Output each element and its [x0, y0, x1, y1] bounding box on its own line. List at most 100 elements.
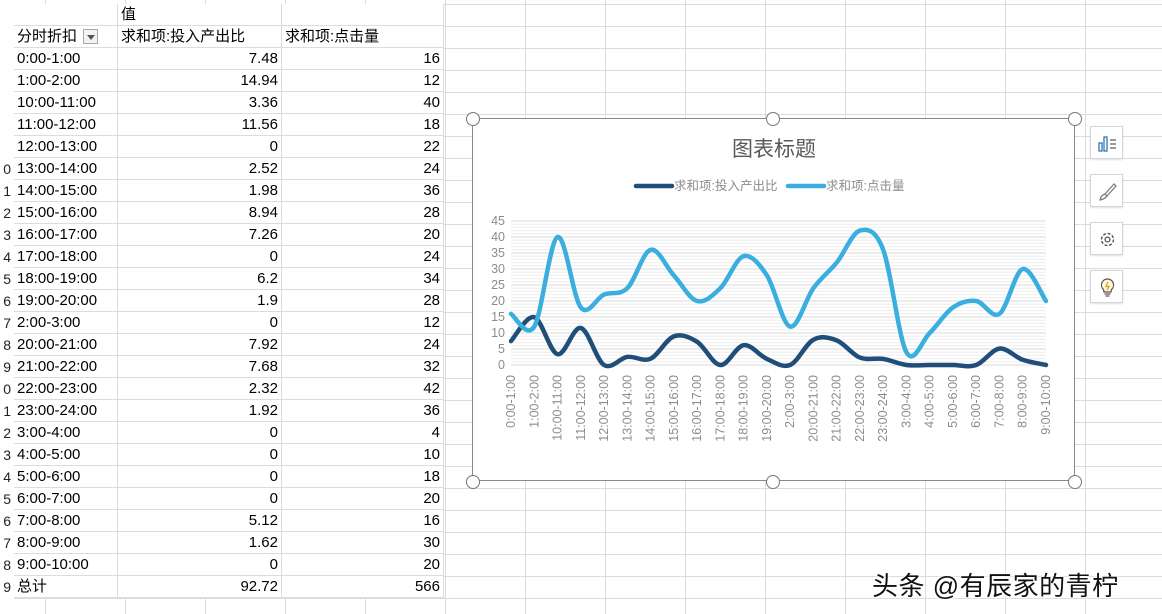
row-label[interactable]: 4:00-5:00 — [14, 443, 118, 466]
row-number[interactable]: 7 — [3, 535, 11, 551]
data-point[interactable] — [1044, 363, 1049, 368]
roi-value[interactable]: 2.52 — [117, 157, 282, 180]
row-label[interactable]: 16:00-17:00 — [14, 223, 118, 246]
clicks-value[interactable]: 10 — [281, 443, 444, 466]
row-label[interactable]: 8:00-9:00 — [14, 531, 118, 554]
data-point[interactable] — [904, 350, 909, 355]
clicks-value[interactable]: 22 — [281, 135, 444, 158]
total-clicks[interactable]: 566 — [281, 575, 444, 598]
row-label-header[interactable]: 分时折扣 — [14, 25, 118, 48]
data-point[interactable] — [509, 311, 514, 316]
data-point[interactable] — [695, 339, 700, 344]
row-label[interactable]: 20:00-21:00 — [14, 333, 118, 356]
row-number[interactable]: 6 — [3, 293, 11, 309]
roi-value[interactable]: 7.26 — [117, 223, 282, 246]
data-point[interactable] — [788, 363, 793, 368]
data-point[interactable] — [555, 352, 560, 357]
data-point[interactable] — [881, 356, 886, 361]
row-number[interactable]: 0 — [3, 381, 11, 397]
roi-value[interactable]: 14.94 — [117, 69, 282, 92]
clicks-value[interactable]: 18 — [281, 113, 444, 136]
chart-legend[interactable]: 求和项:投入产出比 求和项:点击量 — [633, 178, 904, 193]
clicks-value[interactable]: 28 — [281, 201, 444, 224]
clicks-value[interactable]: 24 — [281, 157, 444, 180]
data-point[interactable] — [1044, 299, 1049, 304]
row-label[interactable]: 1:00-2:00 — [14, 69, 118, 92]
data-point[interactable] — [718, 286, 723, 291]
chart-filters-button[interactable] — [1090, 222, 1123, 255]
row-number[interactable]: 9 — [3, 579, 11, 595]
total-label[interactable]: 总计 — [14, 575, 118, 598]
data-point[interactable] — [857, 355, 862, 360]
row-number[interactable]: 9 — [3, 359, 11, 375]
data-point[interactable] — [857, 228, 862, 233]
clicks-value[interactable]: 4 — [281, 421, 444, 444]
row-number[interactable]: 1 — [3, 403, 11, 419]
ideas-button[interactable] — [1090, 270, 1123, 303]
clicks-value[interactable]: 12 — [281, 311, 444, 334]
clicks-value[interactable]: 36 — [281, 399, 444, 422]
data-point[interactable] — [834, 338, 839, 343]
clicks-value[interactable]: 34 — [281, 267, 444, 290]
values-header[interactable]: 值 — [117, 4, 282, 26]
column-header[interactable]: 求和项:点击量 — [281, 25, 444, 48]
roi-value[interactable]: 11.56 — [117, 113, 282, 136]
roi-value[interactable]: 0 — [117, 311, 282, 334]
filter-dropdown-icon[interactable] — [83, 28, 99, 44]
row-number[interactable]: 2 — [3, 205, 11, 221]
resize-handle-top-right[interactable] — [1068, 112, 1082, 126]
row-number[interactable]: 0 — [3, 161, 11, 177]
row-label[interactable]: 7:00-8:00 — [14, 509, 118, 532]
roi-value[interactable]: 8.94 — [117, 201, 282, 224]
clicks-value[interactable]: 32 — [281, 355, 444, 378]
resize-handle-bottom[interactable] — [766, 475, 780, 489]
chart-elements-button[interactable] — [1090, 126, 1123, 159]
data-point[interactable] — [811, 337, 816, 342]
row-number[interactable]: 2 — [3, 425, 11, 441]
data-point[interactable] — [532, 324, 537, 329]
roi-value[interactable]: 5.12 — [117, 509, 282, 532]
row-number[interactable]: 3 — [3, 447, 11, 463]
roi-value[interactable]: 0 — [117, 443, 282, 466]
data-point[interactable] — [904, 363, 909, 368]
roi-value[interactable]: 7.48 — [117, 47, 282, 70]
roi-value[interactable]: 0 — [117, 487, 282, 510]
total-roi[interactable]: 92.72 — [117, 575, 282, 598]
data-point[interactable] — [602, 363, 607, 368]
data-point[interactable] — [695, 299, 700, 304]
series-line-1[interactable] — [508, 314, 1049, 369]
roi-value[interactable]: 0 — [117, 553, 282, 576]
data-point[interactable] — [811, 286, 816, 291]
clicks-value[interactable]: 20 — [281, 553, 444, 576]
data-point[interactable] — [788, 324, 793, 329]
data-point[interactable] — [555, 235, 560, 240]
data-point[interactable] — [950, 363, 955, 368]
row-label[interactable]: 9:00-10:00 — [14, 553, 118, 576]
row-label[interactable]: 22:00-23:00 — [14, 377, 118, 400]
clicks-value[interactable]: 40 — [281, 91, 444, 114]
chart-title[interactable]: 图表标题 — [732, 138, 816, 161]
data-point[interactable] — [509, 339, 514, 344]
roi-value[interactable]: 7.92 — [117, 333, 282, 356]
row-label[interactable]: 6:00-7:00 — [14, 487, 118, 510]
row-label[interactable]: 5:00-6:00 — [14, 465, 118, 488]
data-point[interactable] — [602, 292, 607, 297]
row-label[interactable]: 12:00-13:00 — [14, 135, 118, 158]
data-point[interactable] — [625, 286, 630, 291]
roi-value[interactable]: 0 — [117, 245, 282, 268]
data-point[interactable] — [648, 356, 653, 361]
row-number[interactable]: 1 — [3, 183, 11, 199]
clicks-value[interactable]: 12 — [281, 69, 444, 92]
data-point[interactable] — [1020, 357, 1025, 362]
row-label[interactable]: 3:00-4:00 — [14, 421, 118, 444]
roi-value[interactable]: 0 — [117, 421, 282, 444]
data-point[interactable] — [927, 363, 932, 368]
plot-area[interactable] — [508, 227, 1049, 369]
row-number[interactable]: 4 — [3, 249, 11, 265]
data-point[interactable] — [974, 299, 979, 304]
clicks-value[interactable]: 28 — [281, 289, 444, 312]
resize-handle-top[interactable] — [766, 112, 780, 126]
data-point[interactable] — [741, 254, 746, 259]
clicks-value[interactable]: 18 — [281, 465, 444, 488]
roi-value[interactable]: 0 — [117, 135, 282, 158]
